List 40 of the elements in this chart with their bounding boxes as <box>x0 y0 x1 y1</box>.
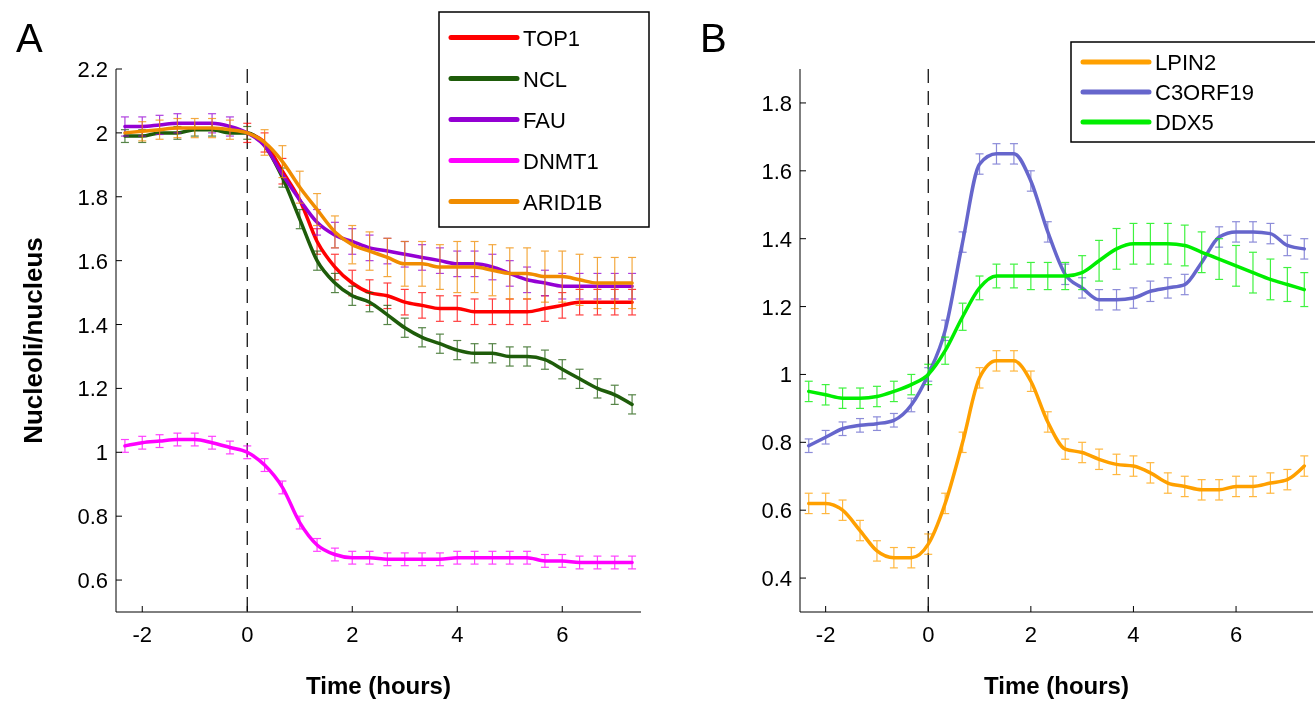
y-tick-label: 2 <box>95 120 108 146</box>
legend-label: DNMT1 <box>523 148 599 174</box>
legend-label: NCL <box>523 66 568 92</box>
legend-label: DDX5 <box>1155 110 1214 135</box>
x-axis-title: Time (hours) <box>306 672 451 699</box>
y-tick-label: 1 <box>779 362 792 388</box>
legend-label: FAU <box>523 107 566 133</box>
y-tick-label: 2.2 <box>77 57 108 82</box>
y-tick-label: 0.4 <box>761 566 792 592</box>
text: A <box>16 16 43 60</box>
y-tick-label: 0.8 <box>761 430 792 456</box>
y-tick-label: 1.6 <box>761 158 792 184</box>
y-tick-label: 1.6 <box>77 248 108 274</box>
y-axis-title: Nucleoli/nucleus <box>18 237 48 444</box>
text: B <box>700 16 727 60</box>
x-tick-label: 2 <box>1024 622 1037 647</box>
y-tick-label: 1 <box>95 440 108 466</box>
x-tick-label: 6 <box>556 622 569 647</box>
y-tick-label: 1.8 <box>761 90 792 116</box>
y-tick-label: 0.6 <box>761 498 792 524</box>
x-tick-label: 6 <box>1229 622 1243 647</box>
legend-label: LPIN2 <box>1155 50 1217 75</box>
x-tick-label: 4 <box>1127 622 1140 647</box>
x-tick-label: -2 <box>815 622 836 647</box>
y-tick-label: 1.2 <box>77 376 108 402</box>
y-tick-label: 1.2 <box>761 294 792 320</box>
legend-label: C3ORF19 <box>1155 80 1255 105</box>
y-tick-label: 1.8 <box>77 184 108 210</box>
x-tick-label: -2 <box>132 622 153 647</box>
y-tick-label: 1.4 <box>761 226 792 252</box>
x-tick-label: 4 <box>451 622 464 647</box>
x-tick-label: 0 <box>241 622 254 647</box>
y-tick-label: 0.8 <box>77 504 108 530</box>
legend-label: ARID1B <box>523 189 603 215</box>
legend-label: TOP1 <box>523 25 581 51</box>
y-tick-label: 1.4 <box>77 312 108 338</box>
y-tick-label: 0.6 <box>77 568 108 594</box>
x-axis-title: Time (hours) <box>984 672 1129 699</box>
x-tick-label: 2 <box>346 622 359 647</box>
x-tick-label: 0 <box>922 622 935 647</box>
